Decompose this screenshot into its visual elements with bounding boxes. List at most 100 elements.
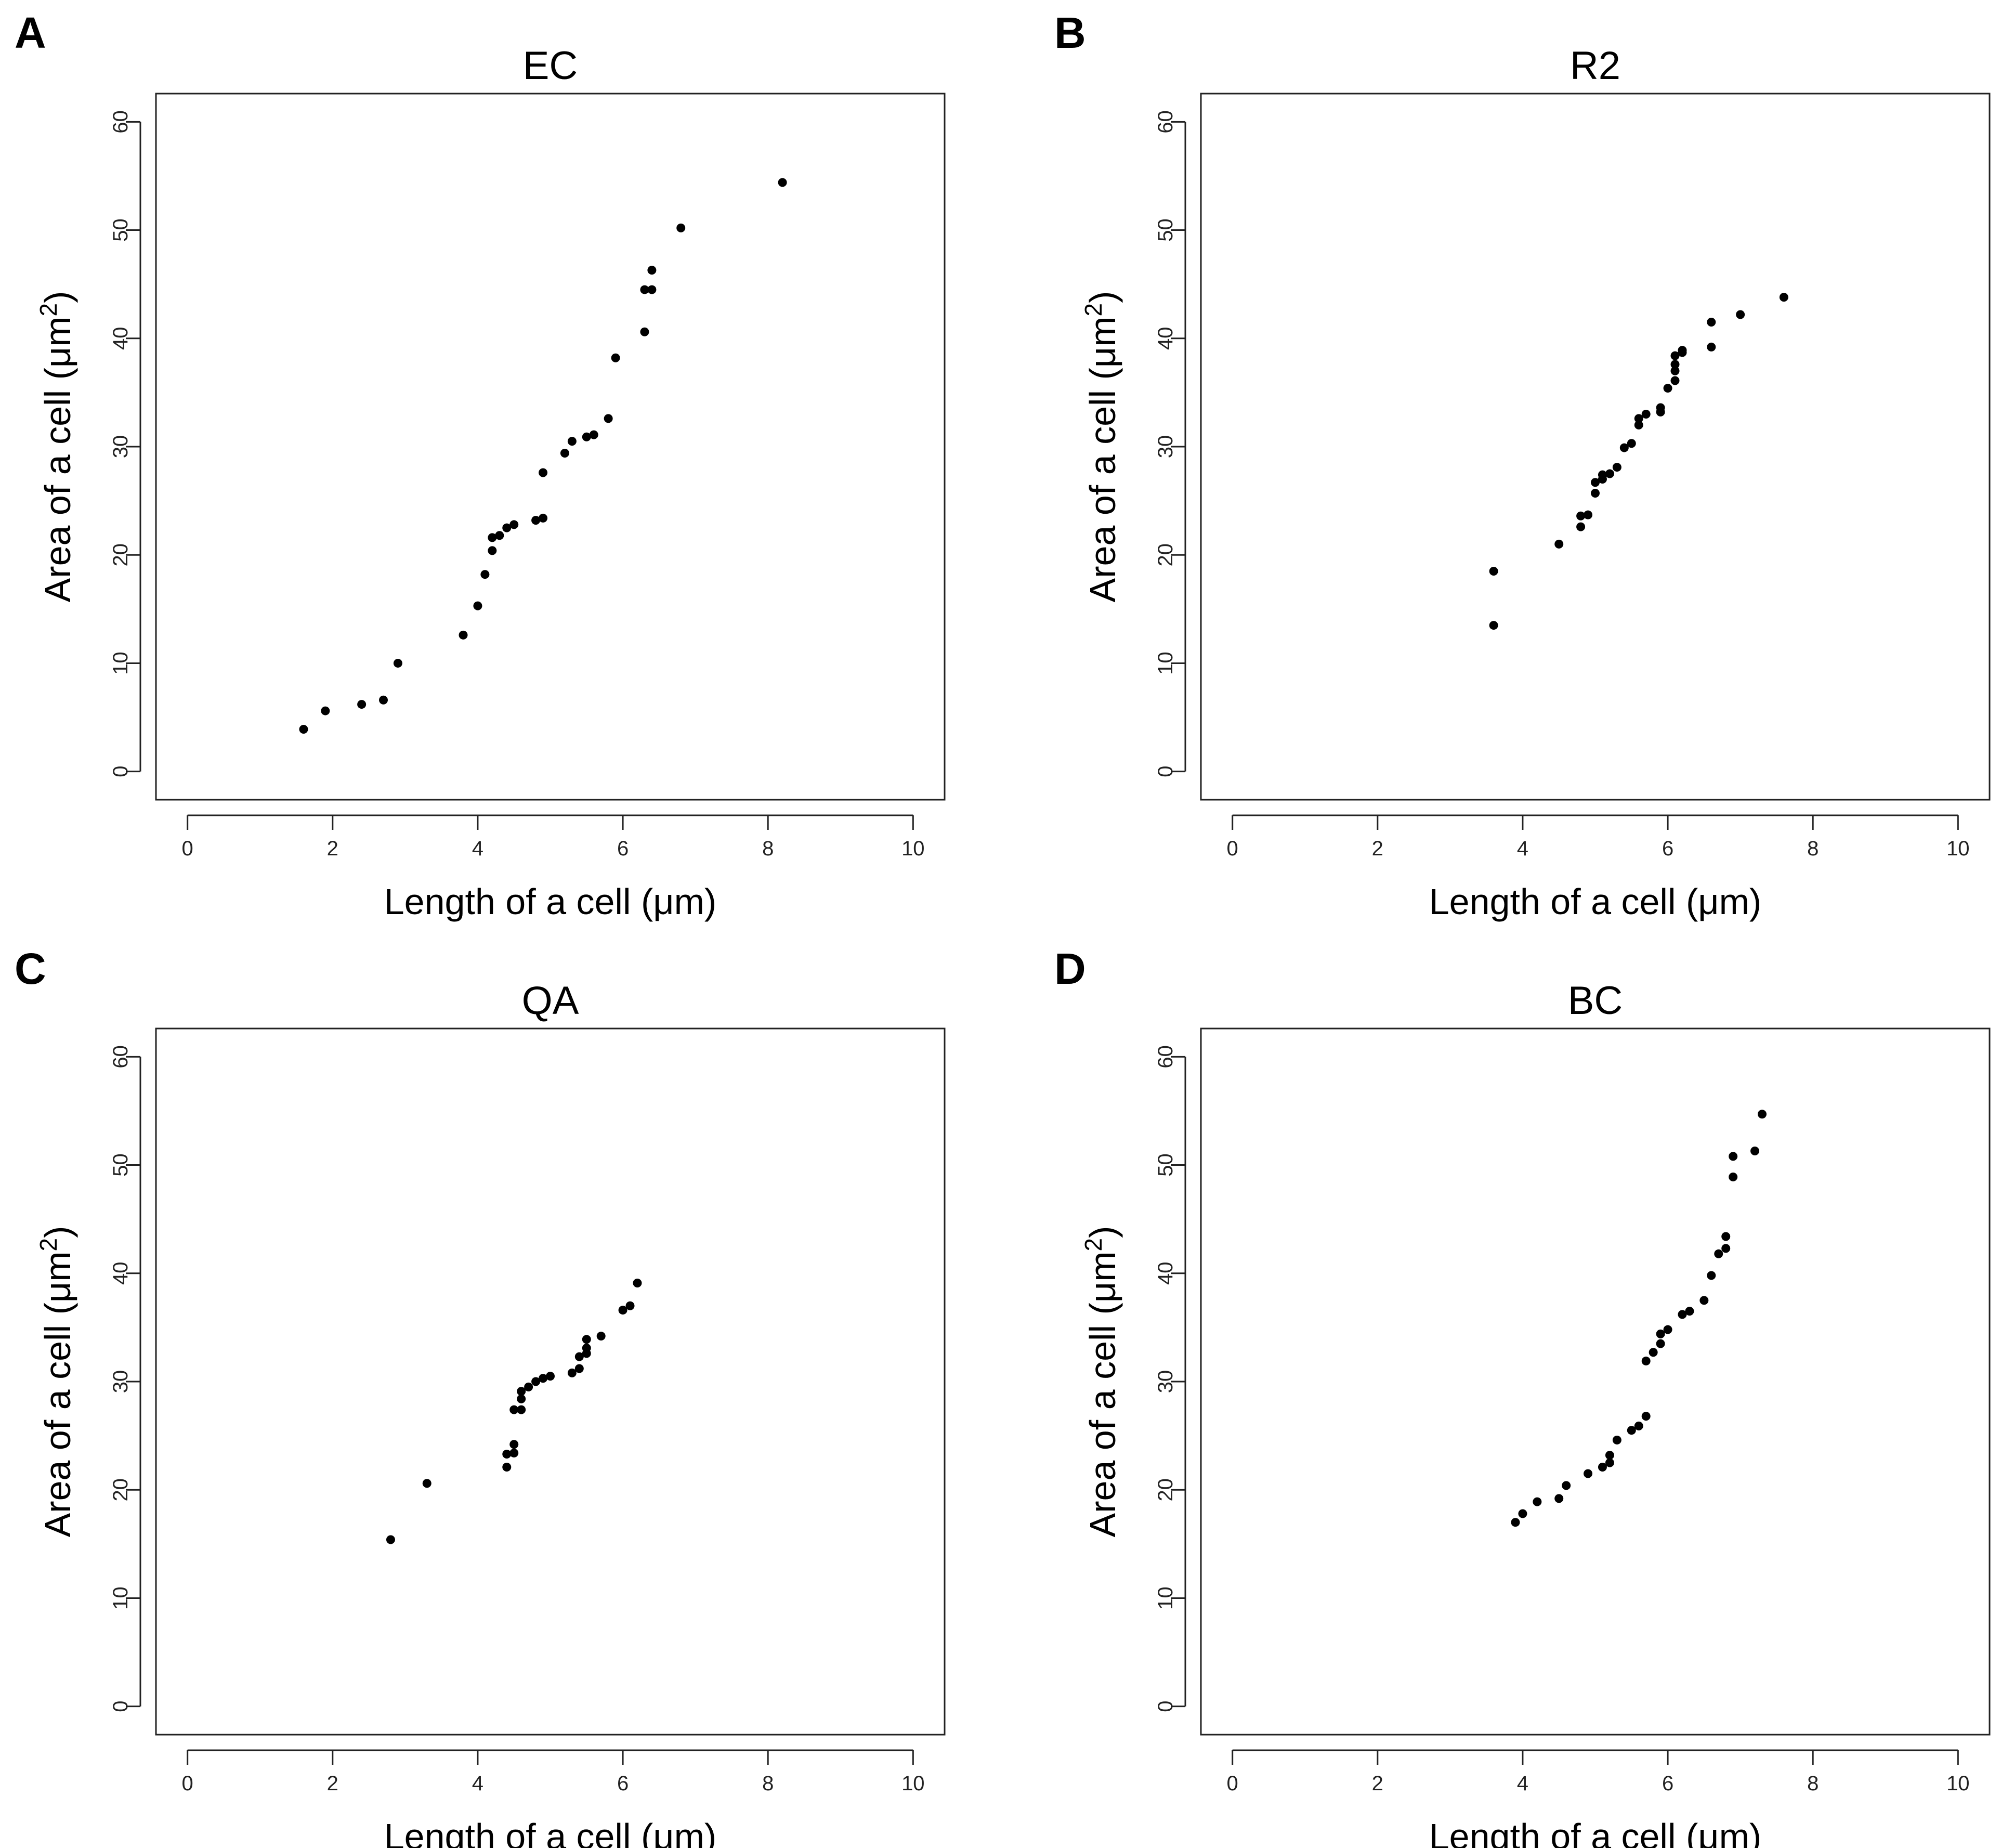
data-point [1627,439,1636,448]
y-tick-label: 30 [1154,1370,1177,1394]
data-point [1736,310,1745,319]
panel-letter: B [1054,8,1086,57]
y-tick-label: 30 [109,1370,132,1394]
chart-title: QA [522,979,579,1023]
data-point [1670,351,1680,360]
data-point [509,1440,519,1449]
data-point [1584,1469,1593,1478]
x-tick-label: 6 [1662,1772,1673,1795]
y-axis-label: Area of a cell (μm2) [1080,1226,1123,1538]
panel-letter: A [15,8,46,57]
x-tick-label: 8 [762,1772,774,1795]
data-point [611,353,620,362]
data-point [574,1364,584,1373]
data-point [1670,366,1680,375]
x-tick-label: 8 [762,837,774,860]
x-axis-label: Length of a cell (μm) [1429,1816,1762,1848]
data-point [546,1372,555,1381]
x-tick-label: 10 [1946,1772,1970,1795]
x-tick-label: 4 [472,1772,483,1795]
x-tick-label: 10 [901,837,925,860]
data-point [1663,384,1672,393]
data-point [1678,1310,1687,1319]
data-point [1489,566,1498,576]
y-tick-label: 50 [109,218,132,242]
data-point [502,523,512,532]
y-tick-label: 20 [1154,1478,1177,1502]
chart-title: BC [1568,979,1623,1023]
data-point [1605,1451,1614,1460]
data-point [567,1368,577,1377]
y-tick-label: 10 [1154,652,1177,675]
data-point [502,1462,512,1472]
y-axis-label-text: Area of a cell (μm [1082,316,1123,602]
data-point [386,1535,395,1544]
data-point [502,1450,512,1459]
y-axis-label-superscript: 2 [1080,303,1107,317]
data-point [1729,1152,1738,1161]
data-point [633,1279,642,1288]
data-point [517,1394,526,1403]
data-point [299,724,308,734]
data-point [1605,1458,1614,1467]
data-point [509,520,519,529]
x-tick-label: 4 [472,837,483,860]
y-tick-label: 0 [1154,766,1177,777]
data-point [1627,1426,1636,1435]
x-tick-label: 2 [327,837,338,860]
data-point [1656,403,1665,412]
x-tick-label: 0 [182,1772,193,1795]
x-axis-label: Length of a cell (μm) [384,1816,717,1848]
data-points [299,178,787,734]
y-tick-label: 50 [109,1153,132,1177]
x-tick-label: 4 [1517,1772,1528,1795]
data-point [1591,478,1600,487]
data-point [1663,1325,1672,1334]
data-point [1489,621,1498,630]
data-point [778,178,787,187]
y-axis-label-suffix: ) [1082,291,1123,303]
data-point [1641,1356,1651,1365]
data-point [582,1343,591,1352]
y-tick-label: 40 [109,327,132,350]
y-tick-label: 60 [1154,110,1177,134]
y-tick-label: 60 [1154,1045,1177,1068]
data-point [604,414,613,423]
data-point [1707,342,1716,352]
data-point [596,1332,606,1341]
data-point [618,1306,627,1315]
data-point [1576,522,1586,531]
panel-letter: C [15,944,46,993]
data-point [1612,1435,1621,1444]
data-point [321,706,330,715]
data-point [640,285,649,294]
y-tick-label: 20 [109,1478,132,1502]
data-point [488,546,497,555]
data-point [517,1387,526,1396]
x-axis-label: Length of a cell (μm) [384,881,717,922]
data-point [1779,293,1788,302]
data-point [422,1479,431,1488]
data-point [1591,489,1600,498]
y-tick-label: 10 [109,652,132,675]
data-point [517,1405,526,1414]
data-point [393,658,402,668]
data-point [1656,1339,1665,1348]
data-point [1707,1271,1716,1280]
y-tick-label: 30 [1154,435,1177,459]
data-point [357,700,367,709]
y-tick-label: 40 [1154,1262,1177,1285]
data-point [676,223,686,232]
data-point [531,1377,541,1386]
data-point [473,601,482,610]
y-axis-label-suffix: ) [1082,1226,1123,1238]
x-tick-label: 4 [1517,837,1528,860]
y-axis-label-suffix: ) [37,291,78,303]
x-axis-label: Length of a cell (μm) [1429,881,1762,922]
y-tick-label: 0 [109,766,132,777]
data-point [1634,420,1643,430]
data-point [524,1382,533,1391]
y-axis-label-text: Area of a cell (μm [1082,1251,1123,1537]
data-point [1562,1481,1571,1490]
y-tick-label: 10 [1154,1586,1177,1610]
